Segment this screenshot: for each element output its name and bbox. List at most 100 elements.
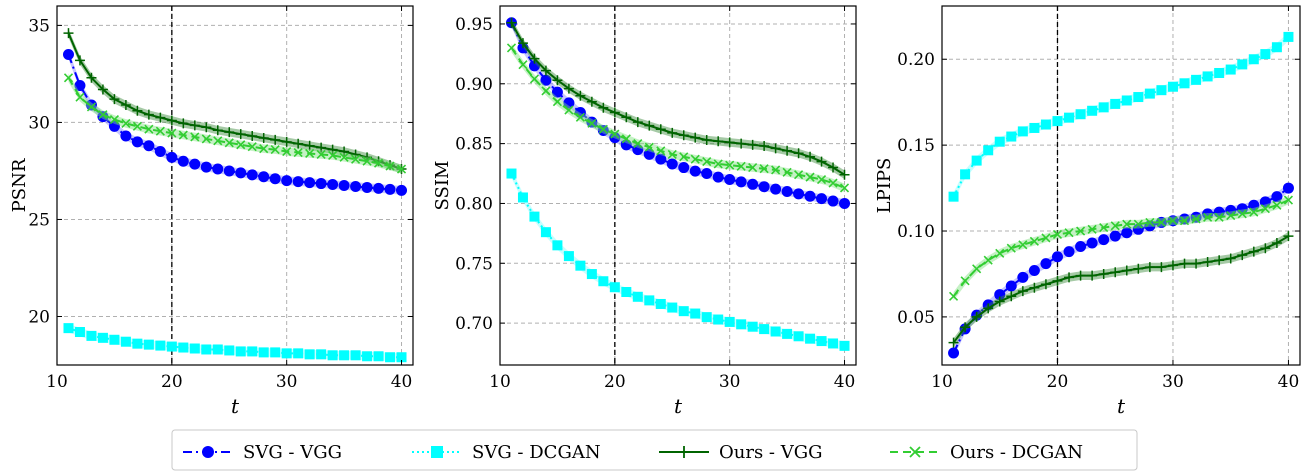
y-tick-label: 0.70 xyxy=(455,314,493,334)
point-ours-vgg xyxy=(235,129,246,140)
point-svg-vgg xyxy=(281,175,293,187)
series-svg-vgg xyxy=(62,49,408,196)
point-ours-dcgan xyxy=(213,136,223,146)
series-ours-vgg xyxy=(948,231,1294,348)
point-svg-dcgan xyxy=(201,344,212,355)
point-svg-dcgan xyxy=(74,327,85,338)
point-ours-dcgan xyxy=(960,276,970,286)
line-ours-dcgan xyxy=(952,199,1289,297)
point-svg-vgg xyxy=(804,190,816,202)
plot-area xyxy=(62,28,408,363)
point-svg-vgg xyxy=(189,158,201,170)
point-ours-vgg xyxy=(1075,270,1086,281)
legend-frame xyxy=(171,429,1138,471)
point-ours-vgg xyxy=(1179,258,1190,269)
point-ours-dcgan xyxy=(1122,219,1132,229)
point-ours-vgg xyxy=(994,296,1005,307)
point-svg-dcgan xyxy=(316,349,327,360)
point-svg-dcgan xyxy=(1029,122,1040,133)
point-svg-dcgan xyxy=(212,344,223,355)
point-ours-vgg xyxy=(212,125,223,136)
point-ours-vgg xyxy=(1052,275,1063,286)
point-ours-dcgan xyxy=(178,130,188,140)
point-ours-vgg xyxy=(609,107,620,118)
point-ours-dcgan xyxy=(293,147,303,158)
legend-marker-ours-vgg xyxy=(678,446,690,458)
point-ours-vgg xyxy=(1191,258,1202,269)
point-ours-vgg xyxy=(506,17,517,28)
point-ours-dcgan xyxy=(155,126,165,136)
point-svg-vgg xyxy=(62,49,74,61)
point-svg-vgg xyxy=(74,80,86,92)
point-ours-dcgan xyxy=(736,161,746,171)
point-svg-vgg xyxy=(131,136,143,148)
point-ours-vgg xyxy=(713,136,724,147)
point-ours-dcgan xyxy=(63,73,74,83)
point-ours-vgg xyxy=(1098,268,1109,279)
point-ours-dcgan xyxy=(201,134,211,144)
point-ours-dcgan xyxy=(1237,209,1247,219)
point-ours-dcgan xyxy=(1191,214,1201,224)
point-svg-dcgan xyxy=(1225,64,1236,75)
point-ours-dcgan xyxy=(362,156,372,166)
point-svg-dcgan xyxy=(839,340,850,351)
x-tick-label: 40 xyxy=(1278,372,1300,392)
point-ours-dcgan xyxy=(759,164,769,174)
point-svg-dcgan xyxy=(828,338,839,349)
series-svg-vgg xyxy=(948,182,1294,359)
point-svg-dcgan xyxy=(1167,81,1178,92)
point-svg-vgg xyxy=(724,174,736,186)
legend-marker-svg-vgg xyxy=(202,446,214,458)
point-svg-vgg xyxy=(689,165,701,177)
point-svg-vgg xyxy=(212,163,224,175)
point-svg-dcgan xyxy=(339,350,350,361)
point-svg-dcgan xyxy=(178,342,189,353)
point-svg-dcgan xyxy=(690,308,701,319)
y-axis-label: LPIPS xyxy=(874,158,895,214)
point-svg-dcgan xyxy=(586,269,597,280)
point-svg-dcgan xyxy=(86,330,97,341)
band-ours-dcgan xyxy=(953,195,1289,301)
point-svg-dcgan xyxy=(1006,131,1017,142)
point-ours-dcgan xyxy=(396,164,407,174)
point-svg-dcgan xyxy=(1052,116,1063,127)
point-ours-dcgan xyxy=(305,148,315,159)
point-svg-vgg xyxy=(994,289,1006,301)
point-ours-vgg xyxy=(1167,260,1178,271)
point-svg-dcgan xyxy=(97,332,108,343)
legend-label-ours-vgg: Ours - VGG xyxy=(719,442,822,463)
point-ours-dcgan xyxy=(132,121,142,131)
point-ours-dcgan xyxy=(564,105,574,115)
point-ours-vgg xyxy=(224,127,235,138)
point-ours-dcgan xyxy=(373,158,384,168)
point-svg-vgg xyxy=(235,167,247,179)
y-tick-label: 0.95 xyxy=(455,15,493,35)
point-ours-dcgan xyxy=(771,165,781,175)
point-ours-dcgan xyxy=(86,102,97,112)
band-ours-vgg xyxy=(68,28,402,174)
point-ours-vgg xyxy=(1156,262,1167,273)
point-svg-vgg xyxy=(143,140,155,152)
point-svg-vgg xyxy=(540,74,552,86)
point-ours-vgg xyxy=(1144,262,1155,273)
point-ours-vgg xyxy=(304,140,315,151)
point-ours-dcgan xyxy=(1168,216,1178,226)
point-svg-dcgan xyxy=(224,345,235,356)
point-ours-dcgan xyxy=(1156,217,1166,227)
point-svg-dcgan xyxy=(1040,119,1051,130)
point-svg-dcgan xyxy=(247,346,258,357)
series-svg-dcgan xyxy=(63,323,407,363)
point-svg-vgg xyxy=(269,173,281,185)
point-svg-vgg xyxy=(1063,246,1075,258)
point-ours-dcgan xyxy=(385,161,395,171)
series-ours-vgg xyxy=(506,17,850,180)
y-tick-label: 0.85 xyxy=(455,135,493,155)
point-ours-dcgan xyxy=(1133,219,1143,229)
panel-lpips: 10 20 30 40 0.05 0.10 0.15 0.20 t LPIPS xyxy=(874,5,1301,418)
point-svg-vgg xyxy=(1040,258,1052,270)
point-svg-dcgan xyxy=(109,334,120,345)
point-svg-dcgan xyxy=(1098,102,1109,113)
y-tick-label: 20 xyxy=(28,307,50,327)
point-svg-vgg xyxy=(666,158,678,170)
x-tick-label: 10 xyxy=(46,372,68,392)
